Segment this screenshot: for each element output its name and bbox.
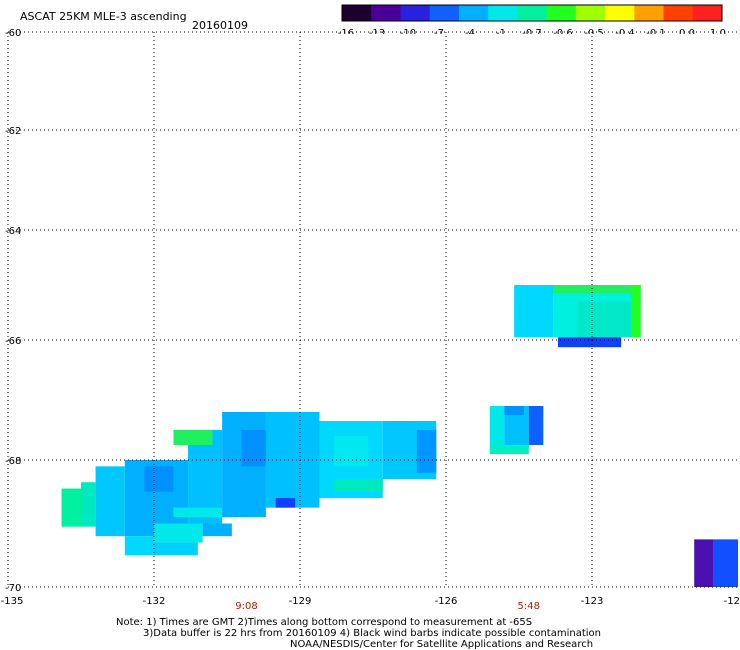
latitude-tick-label: -62 <box>5 126 21 137</box>
note-line-3: NOAA/NESDIS/Center for Satellite Applica… <box>290 639 593 650</box>
colorbar-tick-label: -16 <box>338 28 354 39</box>
wind-cell <box>334 479 383 492</box>
wind-cell <box>553 285 641 294</box>
colorbar-tick-label: -0.6 <box>553 28 573 39</box>
wind-cell <box>514 285 554 338</box>
colorbar-tick-label: -10 <box>400 28 416 39</box>
pass-time-labels: 9:08 5:48 <box>235 601 540 612</box>
pass-time-label: 9:08 <box>235 601 257 612</box>
latitude-tick-label: -70 <box>5 583 21 594</box>
colorbar-swatch <box>458 5 489 21</box>
colorbar-swatch <box>605 5 635 21</box>
colorbar-tick-label: -0.4 <box>615 28 635 39</box>
longitude-tick-label: -12 <box>724 596 740 607</box>
latitude-tick-label: -68 <box>5 456 21 467</box>
colorbar-tick-label: -7 <box>434 28 444 39</box>
colorbar-tick-label: -0.5 <box>584 28 604 39</box>
colorbar-tick-label: -4 <box>465 28 475 39</box>
wind-cell <box>61 488 81 527</box>
colorbar-tick-label: 1.0 <box>710 28 726 39</box>
wind-cell <box>334 436 369 467</box>
longitude-tick-label: -135 <box>1 596 24 607</box>
latitude-tick-label: -60 <box>5 28 21 39</box>
wind-cell <box>489 445 529 454</box>
note-line-2: 3)Data buffer is 22 hrs from 20160109 4)… <box>143 628 601 639</box>
wind-cell <box>95 466 125 537</box>
colorbar-tick-label: -0.7 <box>522 28 542 39</box>
colorbar-swatch <box>400 5 431 21</box>
note-line-1: Note: 1) Times are GMT 2)Times along bot… <box>116 617 532 628</box>
wind-cell <box>241 430 266 467</box>
colorbar-tick-label: 0.0 <box>679 28 695 39</box>
colorbar-swatch <box>546 5 577 21</box>
colorbar-tick-label: -13 <box>369 28 385 39</box>
colorbar-swatch <box>429 5 460 21</box>
pass-time-label: 5:48 <box>517 601 539 612</box>
longitude-labels: -135 -132 -129 -126 -123 -12 <box>1 596 740 607</box>
wind-cell <box>557 337 622 348</box>
colorbar-tick-label: -1 <box>496 28 506 39</box>
colorbar-swatch <box>342 5 372 21</box>
longitude-tick-label: -126 <box>435 596 458 607</box>
wind-cell <box>173 430 213 445</box>
wind-cell <box>81 482 96 527</box>
wind-cell <box>577 301 631 338</box>
wind-cell <box>713 539 738 587</box>
longitude-tick-label: -129 <box>289 596 312 607</box>
wind-cell <box>416 430 437 473</box>
wind-cell <box>124 536 154 556</box>
wind-cell <box>144 466 174 492</box>
latitude-tick-label: -66 <box>5 336 21 347</box>
wind-cell <box>173 507 242 518</box>
wind-cell <box>630 285 641 338</box>
longitude-tick-label: -123 <box>581 596 604 607</box>
wind-cell <box>489 406 505 454</box>
colorbar-swatch <box>517 5 548 21</box>
latitude-tick-label: -64 <box>5 226 21 237</box>
wind-cell <box>528 406 544 445</box>
colorbar-swatch <box>634 5 665 21</box>
colorbar-swatch <box>663 5 694 21</box>
wind-cell <box>694 539 714 587</box>
colorbar-swatch <box>371 5 401 21</box>
wind-cell <box>202 523 232 537</box>
wind-cell <box>275 498 296 508</box>
color-scale-legend: -16 -13 -10 -7 -4 -1 -0.7 -0.6 -0.5 -0.4 -0.1 0.0 1.… <box>338 4 726 39</box>
colorbar-border <box>341 4 723 22</box>
lat-lon-grid <box>7 31 738 588</box>
colorbar-swatch <box>575 5 606 21</box>
wind-cell <box>154 523 203 543</box>
map-date: 20160109 <box>192 19 248 32</box>
latitude-labels: -60 -62 -64 -66 -68 -70 <box>5 28 21 594</box>
map-title: ASCAT 25KM MLE-3 ascending <box>20 10 187 23</box>
colorbar-tick-label: -0.1 <box>646 28 666 39</box>
wind-cell <box>154 542 198 556</box>
wind-cell <box>504 406 524 415</box>
colorbar-swatch <box>488 5 518 21</box>
colorbar-swatch <box>692 5 723 21</box>
longitude-tick-label: -132 <box>143 596 166 607</box>
